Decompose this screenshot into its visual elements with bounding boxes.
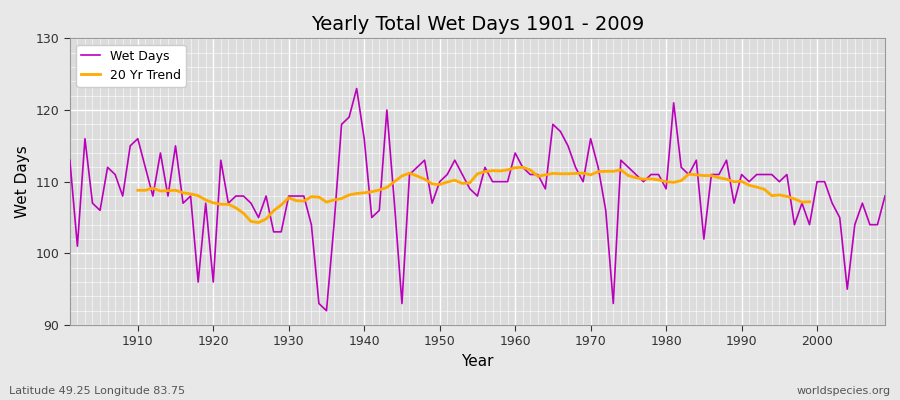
20 Yr Trend bbox=[253, 220, 264, 225]
Text: Latitude 49.25 Longitude 83.75: Latitude 49.25 Longitude 83.75 bbox=[9, 386, 185, 396]
20 Yr Trend bbox=[518, 165, 528, 170]
Line: 20 Yr Trend: 20 Yr Trend bbox=[138, 167, 809, 222]
20 Yr Trend bbox=[616, 168, 626, 172]
20 Yr Trend bbox=[132, 188, 143, 193]
Text: worldspecies.org: worldspecies.org bbox=[796, 386, 891, 396]
Line: Wet Days: Wet Days bbox=[70, 88, 885, 311]
Wet Days bbox=[321, 308, 332, 313]
Y-axis label: Wet Days: Wet Days bbox=[15, 145, 30, 218]
20 Yr Trend bbox=[721, 177, 732, 182]
Wet Days bbox=[525, 172, 535, 177]
Wet Days bbox=[879, 194, 890, 198]
Wet Days bbox=[125, 144, 136, 148]
X-axis label: Year: Year bbox=[461, 354, 494, 369]
Wet Days bbox=[616, 158, 626, 162]
Legend: Wet Days, 20 Yr Trend: Wet Days, 20 Yr Trend bbox=[76, 44, 185, 87]
20 Yr Trend bbox=[804, 199, 814, 204]
20 Yr Trend bbox=[223, 202, 234, 207]
20 Yr Trend bbox=[789, 196, 800, 201]
20 Yr Trend bbox=[706, 173, 716, 178]
Title: Yearly Total Wet Days 1901 - 2009: Yearly Total Wet Days 1901 - 2009 bbox=[310, 15, 644, 34]
Wet Days bbox=[65, 158, 76, 162]
Wet Days bbox=[291, 194, 302, 198]
Wet Days bbox=[518, 165, 528, 170]
Wet Days bbox=[351, 86, 362, 91]
20 Yr Trend bbox=[344, 192, 355, 197]
Wet Days bbox=[344, 115, 355, 120]
